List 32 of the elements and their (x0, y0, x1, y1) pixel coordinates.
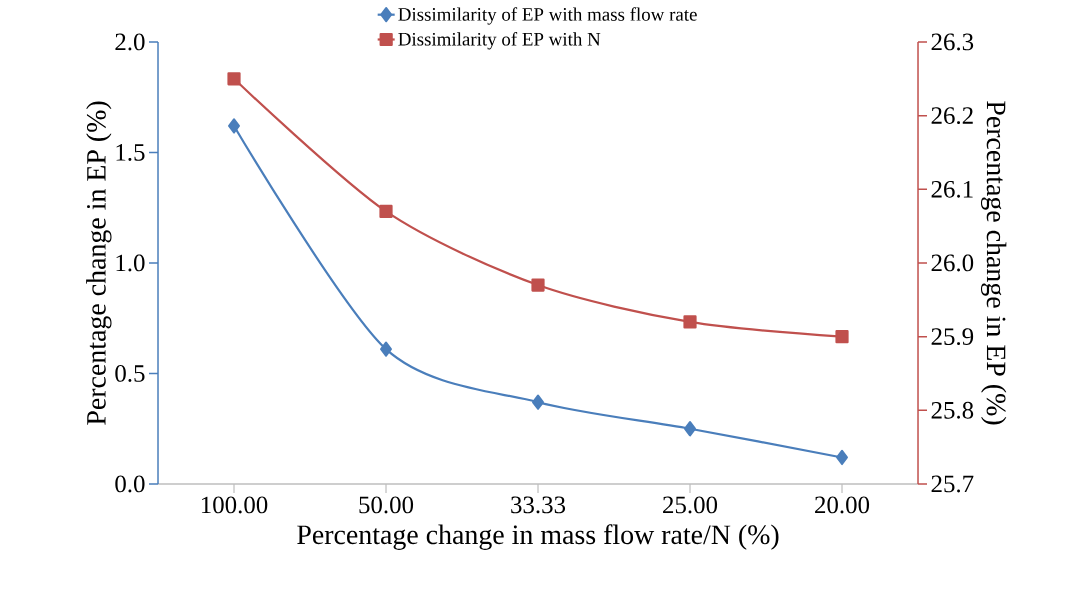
y2-tick-label: 26.3 (931, 33, 974, 51)
point (228, 118, 240, 134)
point (836, 449, 848, 466)
point (532, 394, 544, 410)
point (380, 341, 392, 357)
point (379, 204, 393, 219)
x-tick-label: 20.00 (815, 496, 870, 514)
x-axis-title: Percentage change in mass flow rate/N (%) (297, 524, 779, 550)
y-tick-label: 2.0 (115, 33, 145, 51)
y2-tick-label: 25.7 (931, 475, 974, 493)
point (835, 330, 849, 344)
y-tick-label: 0.0 (115, 475, 145, 493)
point (683, 315, 697, 329)
y-axis-title: Percentage change in EP (%) (86, 101, 112, 425)
x-tick-label: 100.00 (201, 496, 268, 514)
y-tick-label: 1.5 (116, 144, 145, 161)
x-tick-label: 33.33 (511, 496, 566, 514)
y2-tick-label: 25.8 (931, 401, 974, 419)
y-tick-label: 1.0 (116, 254, 145, 272)
point (684, 421, 696, 437)
y2-tick-label: 25.9 (931, 328, 974, 346)
x-tick-label: 25.00 (663, 496, 718, 514)
point (227, 72, 241, 86)
y2-tick-label: 26.1 (931, 180, 973, 198)
y2-tick-label: 26.2 (931, 107, 973, 125)
point (531, 278, 545, 292)
legend-label: Dissimilarity of EP with N (398, 32, 601, 50)
x-tick-label: 50.00 (359, 496, 414, 514)
y2-tick-label: 26.0 (931, 254, 974, 272)
y2-axis-title: Percentage change in EP (%) (980, 101, 1007, 425)
y-tick-label: 0.5 (115, 365, 145, 382)
legend-label: Dissimilarity of EP with mass flow rate (398, 7, 697, 25)
